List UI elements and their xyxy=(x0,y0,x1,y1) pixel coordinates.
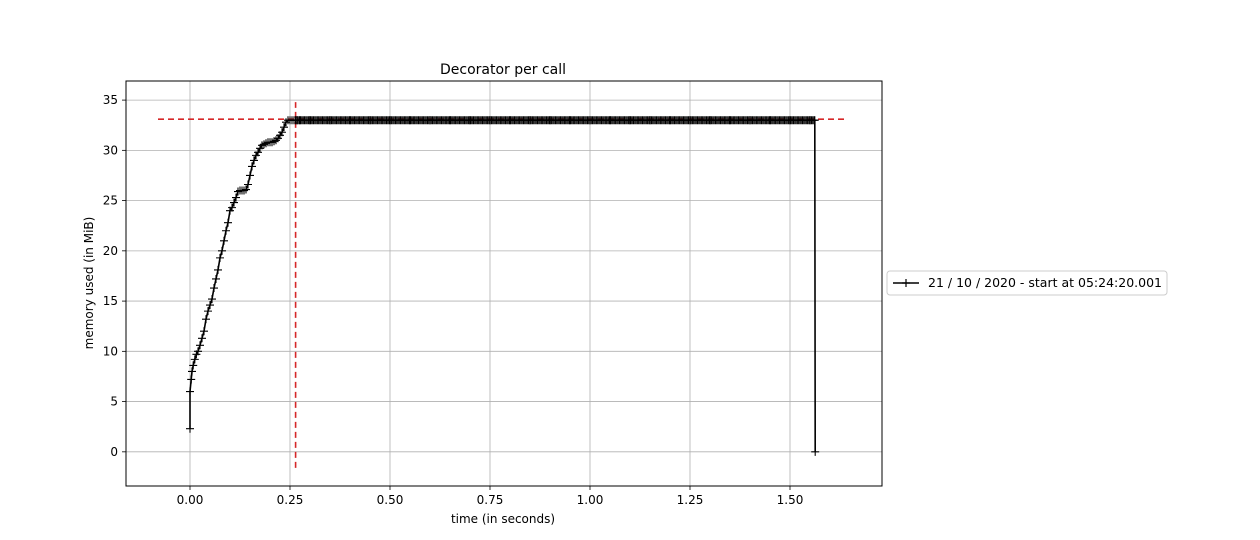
data-point-marker xyxy=(260,140,268,149)
data-point-marker xyxy=(200,327,208,336)
data-point-marker xyxy=(240,186,248,195)
data-point-marker xyxy=(189,361,198,370)
data-point-marker xyxy=(230,198,238,207)
x-axis-label: time (in seconds) xyxy=(451,512,555,526)
x-tick-label: 1.50 xyxy=(777,493,804,507)
data-point-marker xyxy=(216,253,224,262)
data-point-marker xyxy=(208,295,216,304)
y-tick-label: 5 xyxy=(110,395,118,409)
x-tick-label: 1.00 xyxy=(577,493,604,507)
data-point-marker xyxy=(272,136,280,145)
data-point-marker xyxy=(218,246,226,255)
data-point-marker xyxy=(244,180,252,189)
plot-frame xyxy=(125,80,883,487)
data-point-marker xyxy=(196,341,204,350)
data-point-marker xyxy=(232,193,240,202)
y-tick-label: 0 xyxy=(110,445,118,459)
legend-marker-icon xyxy=(902,279,910,287)
data-point-marker xyxy=(186,387,194,396)
data-point-marker xyxy=(202,315,210,324)
data-point-marker xyxy=(810,116,818,125)
data-point-marker xyxy=(194,347,202,356)
x-tick-label: 0.25 xyxy=(277,493,304,507)
data-point-marker xyxy=(254,148,262,157)
data-point-marker xyxy=(220,236,228,245)
data-point-marker xyxy=(248,162,256,171)
data-point-marker xyxy=(811,447,820,456)
x-tick-label: 0.75 xyxy=(477,493,504,507)
data-point-marker xyxy=(282,118,290,127)
y-tick-label: 15 xyxy=(103,294,118,308)
legend-label: 21 / 10 / 2020 - start at 05:24:20.001 xyxy=(928,275,1162,290)
x-tick-label: 0.00 xyxy=(177,493,204,507)
data-point-marker xyxy=(187,375,196,384)
series-line xyxy=(189,119,817,452)
data-point-marker xyxy=(222,226,230,235)
data-point-marker xyxy=(258,141,266,150)
data-point-marker xyxy=(214,265,222,274)
data-point-marker xyxy=(186,424,194,433)
data-point-marker xyxy=(228,203,236,212)
x-tick-label: 0.50 xyxy=(377,493,404,507)
data-point-marker xyxy=(188,367,196,376)
data-point-marker xyxy=(204,307,212,316)
x-tick-label: 1.25 xyxy=(677,493,704,507)
data-point-marker xyxy=(234,187,242,196)
data-point-marker xyxy=(212,274,220,283)
data-point-marker xyxy=(278,128,286,137)
data-point-marker xyxy=(190,355,199,364)
data-point-marker xyxy=(268,138,276,147)
legend: 21 / 10 / 2020 - start at 05:24:20.001 xyxy=(886,270,1168,296)
data-point-marker xyxy=(206,301,214,310)
data-point-marker xyxy=(246,171,254,180)
y-tick-label: 10 xyxy=(103,344,118,358)
y-tick-label: 25 xyxy=(103,194,118,208)
chart-title: Decorator per call xyxy=(440,62,566,78)
data-point-marker xyxy=(224,218,232,227)
data-point-marker xyxy=(262,139,270,148)
y-axis-label: memory used (in MiB) xyxy=(82,217,96,350)
data-point-marker xyxy=(210,284,218,293)
data-point-marker xyxy=(242,185,250,194)
y-tick-label: 30 xyxy=(103,143,118,157)
y-tick-label: 35 xyxy=(103,93,118,107)
data-point-marker xyxy=(198,334,206,343)
data-point-marker xyxy=(250,156,258,165)
data-point-marker xyxy=(280,123,288,132)
legend-frame xyxy=(886,270,1168,296)
y-tick-label: 20 xyxy=(103,244,118,258)
